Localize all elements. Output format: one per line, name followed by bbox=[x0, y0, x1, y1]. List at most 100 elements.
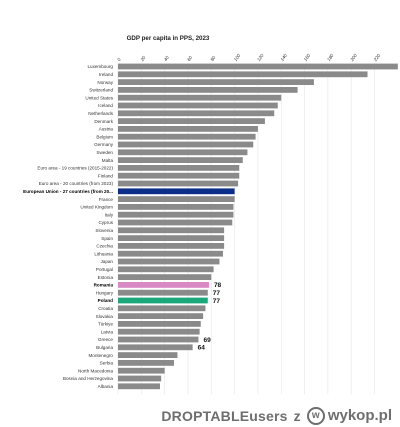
category-label: Czechia bbox=[96, 244, 113, 249]
category-label: European Union - 27 countries (from 20..… bbox=[23, 189, 113, 194]
footer: DROPTABLEusers z w wykop.pl bbox=[0, 404, 400, 427]
bar-montenegro bbox=[118, 352, 178, 358]
bar-germany bbox=[118, 141, 254, 148]
category-label: Denmark bbox=[94, 119, 113, 124]
category-label: Poland bbox=[98, 298, 114, 303]
x-tick-label: 100 bbox=[233, 53, 242, 63]
category-label: Netherlands bbox=[88, 111, 113, 116]
category-label: Albania bbox=[98, 384, 114, 389]
bar-united-kingdom bbox=[118, 204, 234, 210]
category-label: Euro area - 19 countries (2015-2022) bbox=[37, 166, 113, 171]
category-label: Finland bbox=[98, 173, 114, 178]
category-label: Sweden bbox=[96, 150, 113, 155]
bar-denmark bbox=[118, 118, 265, 124]
category-label: Croatia bbox=[98, 306, 113, 311]
x-tick-label: 200 bbox=[349, 53, 358, 63]
bar-malta bbox=[118, 157, 243, 163]
bar-portugal bbox=[118, 266, 214, 273]
bar-euro-area-20-countries-from-2023 bbox=[118, 180, 239, 187]
bar-sweden bbox=[118, 149, 248, 156]
category-label: Belgium bbox=[96, 134, 113, 139]
x-tick-label: 40 bbox=[163, 55, 170, 62]
category-label: Cyprus bbox=[98, 220, 113, 225]
bar-croatia bbox=[118, 305, 206, 312]
bar-poland bbox=[118, 297, 208, 304]
value-label: 77 bbox=[213, 298, 221, 305]
category-label: Luxembourg bbox=[87, 64, 113, 69]
category-label: Italy bbox=[105, 212, 114, 217]
category-label: Türkiye bbox=[98, 322, 114, 327]
bar-greece bbox=[118, 336, 199, 343]
bar-bulgaria bbox=[118, 344, 193, 351]
bar-hungary bbox=[118, 289, 208, 296]
bar-czechia bbox=[118, 243, 225, 249]
bar-latvia bbox=[118, 328, 200, 335]
chart-title: GDP per capita in PPS, 2023 bbox=[127, 35, 210, 42]
value-label: 64 bbox=[198, 345, 206, 352]
category-label: North Macedonia bbox=[78, 368, 113, 373]
category-label: Slovenia bbox=[95, 228, 113, 233]
bar-belgium bbox=[118, 133, 256, 140]
x-tick-label: 0 bbox=[116, 57, 122, 62]
bar-lithuania bbox=[118, 250, 223, 257]
bar-euro-area-19-countries-2015-2022 bbox=[118, 165, 240, 171]
category-label: Slovakia bbox=[96, 314, 114, 319]
bar-luxembourg bbox=[118, 63, 398, 70]
bar-france bbox=[118, 196, 235, 202]
bar-serbia bbox=[118, 360, 174, 366]
bar-netherlands bbox=[118, 110, 275, 117]
bar-bosnia-and-herzegovina bbox=[118, 375, 162, 382]
wykop-logo[interactable]: w wykop.pl bbox=[306, 406, 392, 425]
x-tick-label: 120 bbox=[256, 53, 265, 63]
category-label: Lithuania bbox=[94, 251, 113, 256]
bar-norway bbox=[118, 79, 314, 85]
category-label: Montenegro bbox=[88, 353, 113, 358]
category-label: Euro area - 20 countries (from 2023) bbox=[39, 181, 114, 186]
bar-japan bbox=[118, 258, 220, 265]
value-label: 78 bbox=[214, 282, 222, 289]
wykop-logo-text: wykop.pl bbox=[327, 407, 392, 424]
bar-ireland bbox=[118, 71, 368, 78]
category-label: Bulgaria bbox=[96, 345, 113, 350]
gdp-bar-chart: GDP per capita in PPS, 2023 0 20 40 60 80 100… bbox=[23, 35, 398, 395]
bar-finland bbox=[118, 172, 240, 179]
category-label: United Kingdom bbox=[80, 205, 113, 210]
bar-italy bbox=[118, 211, 234, 218]
category-label: Greece bbox=[98, 337, 114, 342]
bar-estonia bbox=[118, 274, 212, 280]
category-label: Japan bbox=[100, 259, 113, 264]
category-label: France bbox=[99, 197, 114, 202]
bar-north-macedonia bbox=[118, 367, 165, 374]
x-tick-label: 160 bbox=[303, 53, 312, 63]
category-label: Norway bbox=[97, 80, 113, 85]
category-label: Germany bbox=[94, 142, 114, 147]
bar-t-rkiye bbox=[118, 321, 201, 327]
x-tick-label: 20 bbox=[139, 55, 147, 63]
bar-albania bbox=[118, 383, 160, 390]
category-label: Estonia bbox=[98, 275, 114, 280]
bar-austria bbox=[118, 126, 258, 132]
category-label: Latvia bbox=[101, 329, 114, 334]
bar-romania bbox=[118, 282, 209, 288]
bar-cyprus bbox=[118, 219, 233, 226]
x-tick-label: 180 bbox=[326, 53, 335, 63]
bar-spain bbox=[118, 235, 225, 241]
category-label: Ireland bbox=[99, 72, 113, 77]
footer-username[interactable]: DROPTABLEusers bbox=[161, 407, 288, 424]
bars-group bbox=[118, 63, 398, 390]
bar-switzerland bbox=[118, 87, 298, 93]
category-label: Iceland bbox=[98, 103, 113, 108]
category-label: Bosnia and Herzegovina bbox=[63, 376, 113, 381]
x-tick-label: 220 bbox=[372, 53, 381, 63]
value-label: 77 bbox=[213, 290, 221, 297]
category-labels: Luxembourg Ireland Norway Switzerland United… bbox=[23, 64, 114, 389]
x-axis-ticks: 0 20 40 60 80 100 120 140 160 180 200 220 bbox=[116, 53, 381, 63]
bar-iceland bbox=[118, 102, 278, 109]
bar-slovenia bbox=[118, 227, 225, 234]
x-tick-label: 140 bbox=[279, 53, 288, 63]
category-label: Switzerland bbox=[89, 88, 113, 93]
category-label: Serbia bbox=[100, 361, 114, 366]
category-label: United States bbox=[85, 95, 113, 100]
bar-united-states bbox=[118, 94, 282, 101]
